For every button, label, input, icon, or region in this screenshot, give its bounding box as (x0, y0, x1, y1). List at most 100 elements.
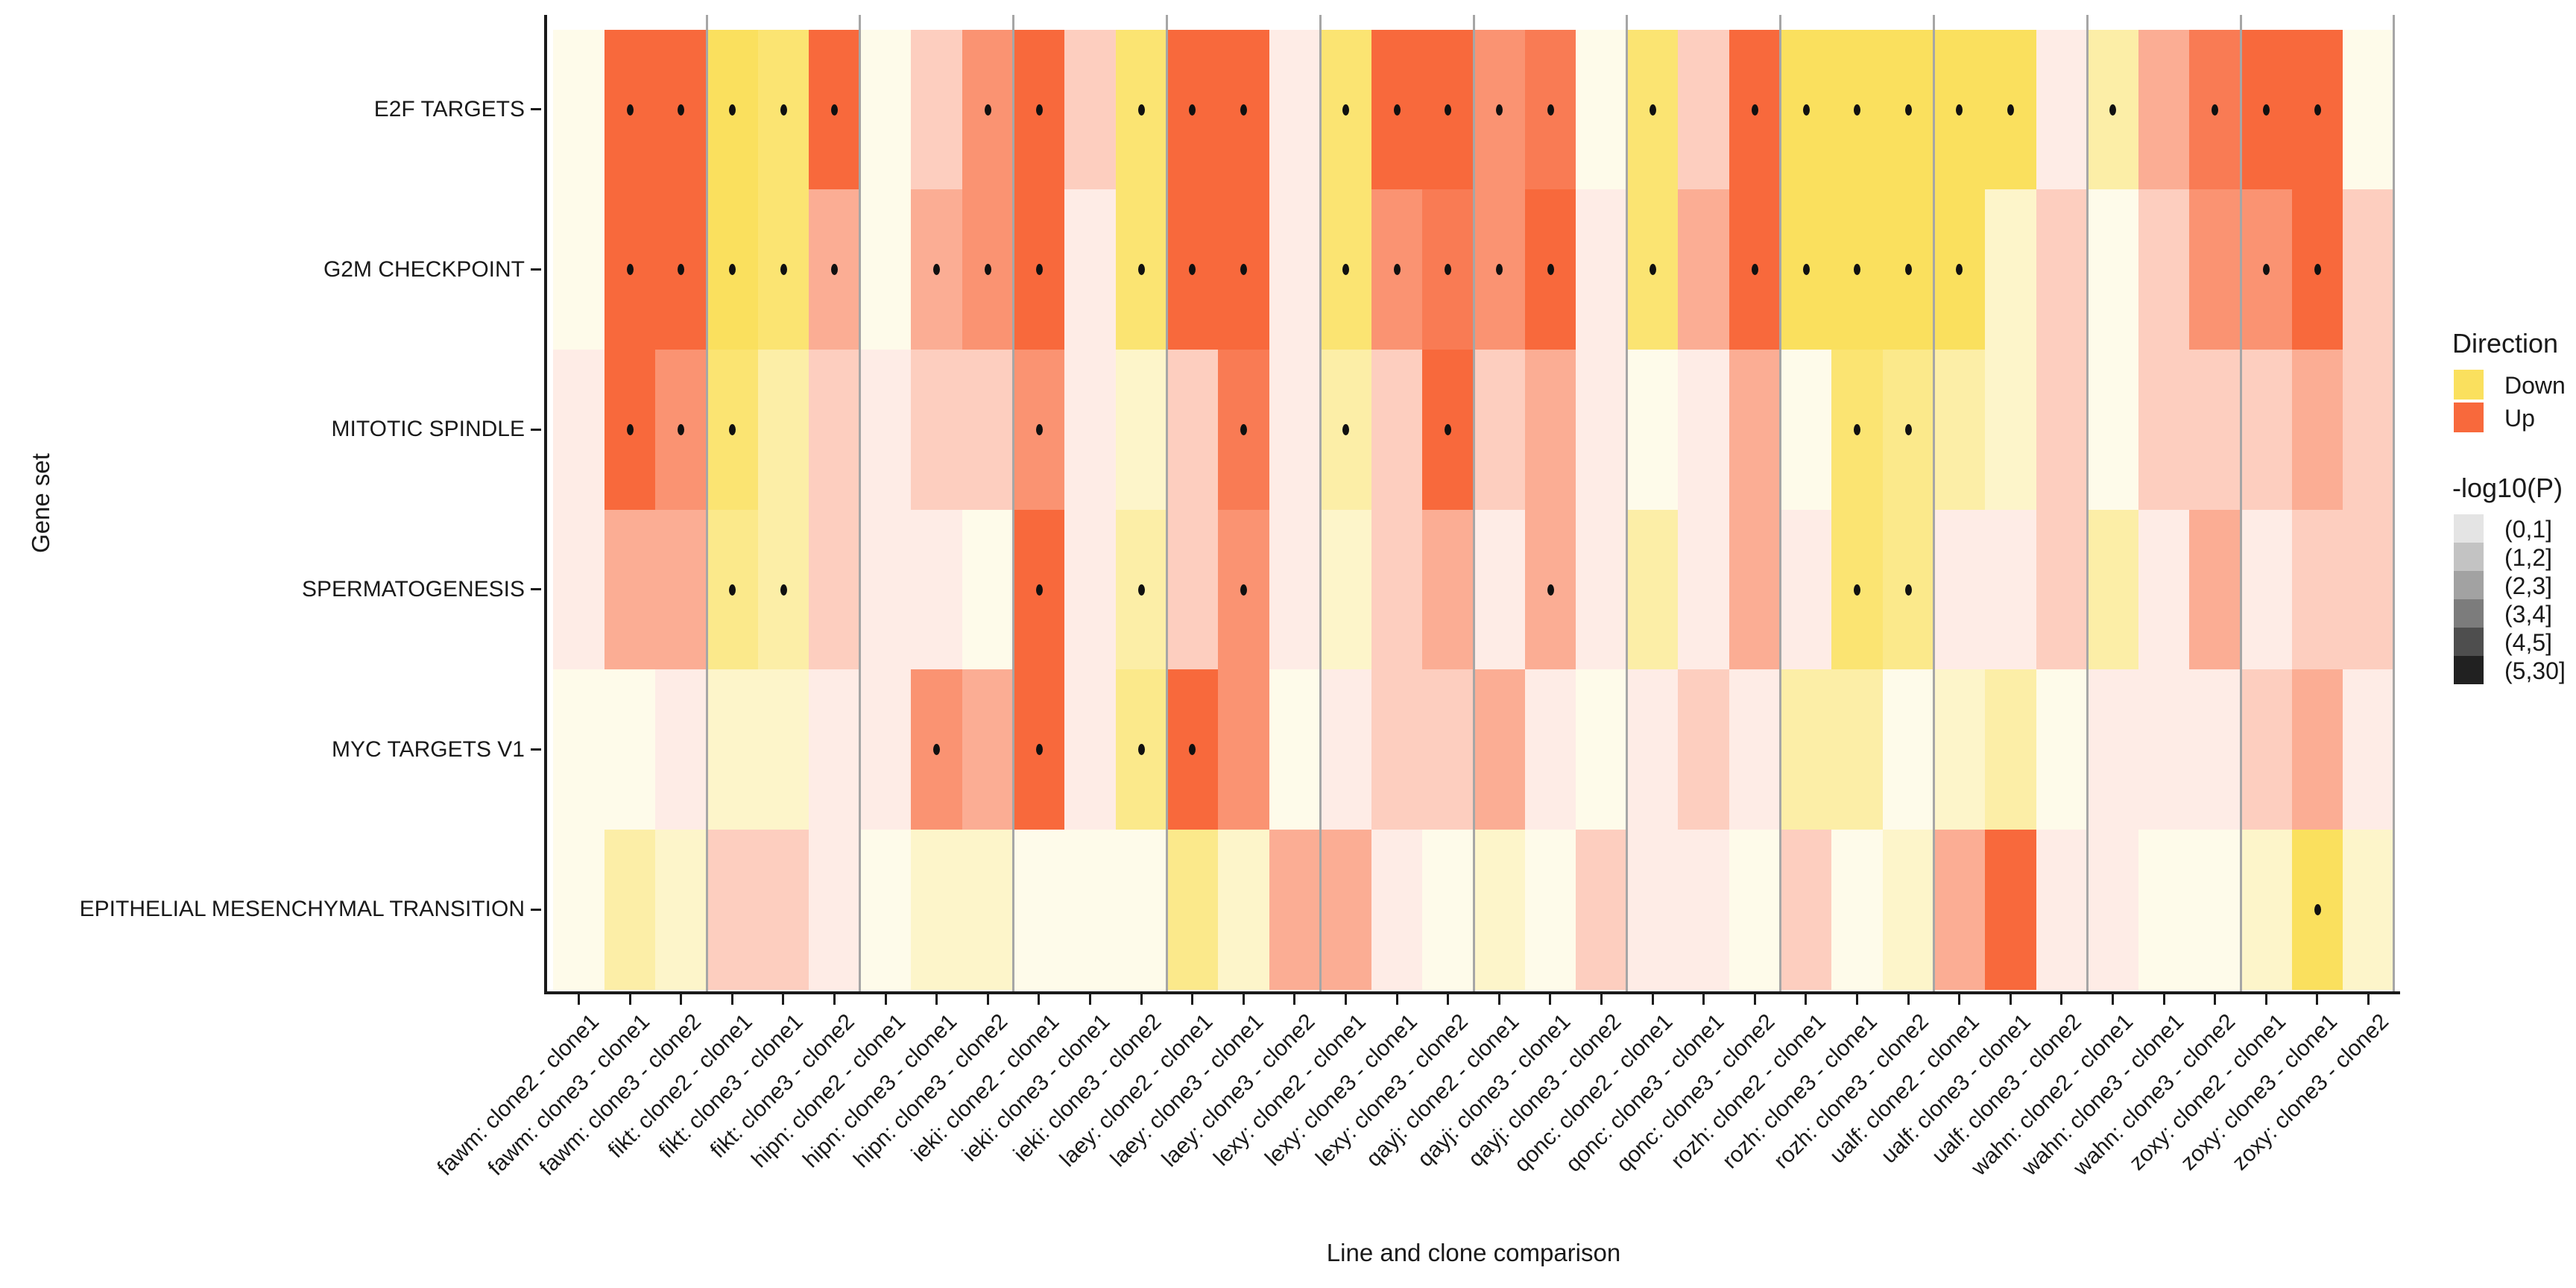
heatmap-cell (1781, 830, 1831, 990)
significance-dot (985, 264, 991, 275)
heatmap-cell (1781, 30, 1831, 189)
heatmap-cell (2036, 510, 2087, 669)
heatmap-cell (1883, 830, 1933, 990)
significance-dot (1445, 264, 1451, 275)
heatmap-cell (1678, 189, 1729, 350)
heatmap-cell (1320, 830, 1371, 990)
significance-dot (1240, 584, 1247, 596)
x-tick (1447, 994, 1450, 1005)
heatmap-cell (2036, 669, 2087, 830)
heatmap-cell (2241, 189, 2292, 350)
significance-dot (1035, 584, 1043, 596)
legend-pvalue-swatch (2454, 543, 2484, 571)
x-axis-line (544, 991, 2400, 994)
significance-dot (1752, 104, 1758, 116)
heatmap-cell (1371, 350, 1422, 510)
significance-dot (2212, 104, 2218, 116)
heatmap-cell (1218, 350, 1269, 510)
heatmap-cell (1678, 830, 1729, 990)
legend-pvalue-swatch (2454, 571, 2484, 599)
heatmap-cell (911, 830, 962, 990)
significance-dot (1752, 264, 1758, 275)
heatmap-cell (1576, 669, 1627, 830)
significance-dot (1547, 264, 1554, 275)
heatmap-cell (1474, 189, 1525, 350)
heatmap-cell (1371, 30, 1422, 189)
x-tick (2264, 994, 2267, 1005)
x-tick (1958, 994, 1961, 1005)
heatmap-cell (2189, 350, 2241, 510)
heatmap-cell (1014, 830, 1064, 990)
heatmap-cell (1576, 30, 1627, 189)
heatmap-cell (1729, 830, 1781, 990)
significance-dot (1649, 104, 1656, 116)
heatmap-cell (1627, 830, 1678, 990)
heatmap-cell (1320, 510, 1371, 669)
significance-dot (1854, 424, 1860, 435)
significance-dot (1854, 104, 1860, 116)
significance-dot (729, 104, 736, 116)
legend-direction-title: Direction (2452, 328, 2559, 359)
x-tick (730, 994, 733, 1005)
heatmap-cell (1525, 669, 1576, 830)
significance-dot (2263, 104, 2270, 116)
group-separator (1319, 15, 1322, 991)
heatmap-cell (2138, 830, 2189, 990)
significance-dot (1904, 104, 1912, 116)
heatmap-cell (1678, 30, 1729, 189)
heatmap-cell (1933, 669, 1985, 830)
legend-pvalue-label: (4,5] (2504, 629, 2553, 656)
significance-dot (780, 584, 787, 596)
heatmap-cell (1576, 510, 1627, 669)
group-separator (1472, 15, 1475, 991)
x-tick (1549, 994, 1552, 1005)
heatmap-cell (758, 830, 809, 990)
heatmap-cell (604, 669, 655, 830)
group-separator (859, 15, 862, 991)
heatmap-cell (1883, 350, 1933, 510)
heatmap-cell (2138, 189, 2189, 350)
heatmap-cell (1014, 30, 1064, 189)
heatmap-cell (1985, 830, 2036, 990)
heatmap-cell (1883, 669, 1933, 830)
significance-dot (2263, 264, 2270, 275)
heatmap-cell (1116, 669, 1167, 830)
heatmap-cell (962, 669, 1014, 830)
significance-dot (1189, 744, 1196, 755)
y-axis-line (544, 15, 547, 991)
significance-dot (1240, 104, 1247, 116)
heatmap-cell (1576, 830, 1627, 990)
heatmap-cell (2087, 830, 2138, 990)
heatmap-cell (1167, 830, 1218, 990)
legend-pvalue-swatch (2454, 599, 2484, 628)
x-tick (1038, 994, 1041, 1005)
significance-dot (2314, 104, 2321, 116)
significance-dot (1189, 104, 1196, 116)
heatmap-cell (1269, 510, 1320, 669)
heatmap-cell (1883, 30, 1933, 189)
heatmap-cell (809, 189, 860, 350)
x-tick (2367, 994, 2370, 1005)
significance-dot (831, 264, 838, 275)
heatmap-cell (1933, 189, 1985, 350)
heatmap-cell (758, 510, 809, 669)
heatmap-cell (1064, 510, 1116, 669)
heatmap-cell (1933, 510, 1985, 669)
heatmap-cell (809, 30, 860, 189)
heatmap-cell (1627, 510, 1678, 669)
heatmap-cell (707, 350, 758, 510)
x-axis-title: Line and clone comparison (1326, 1239, 1621, 1266)
heatmap-cell (1831, 30, 1883, 189)
heatmap-cell (707, 669, 758, 830)
significance-dot (1445, 104, 1451, 116)
heatmap-cell (604, 189, 655, 350)
heatmap-cell (707, 30, 758, 189)
significance-dot (1802, 104, 1810, 116)
heatmap-cell (1422, 669, 1474, 830)
heatmap-cell (1985, 30, 2036, 189)
heatmap-cell (1781, 510, 1831, 669)
heatmap-cell (2189, 830, 2241, 990)
heatmap-cell (2087, 350, 2138, 510)
heatmap-cell (604, 830, 655, 990)
significance-dot (1342, 264, 1349, 275)
